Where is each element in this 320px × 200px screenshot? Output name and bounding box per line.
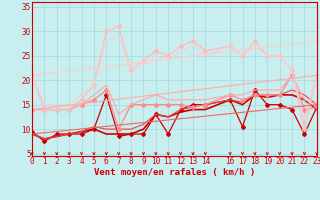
X-axis label: Vent moyen/en rafales ( km/h ): Vent moyen/en rafales ( km/h ) [94,168,255,177]
